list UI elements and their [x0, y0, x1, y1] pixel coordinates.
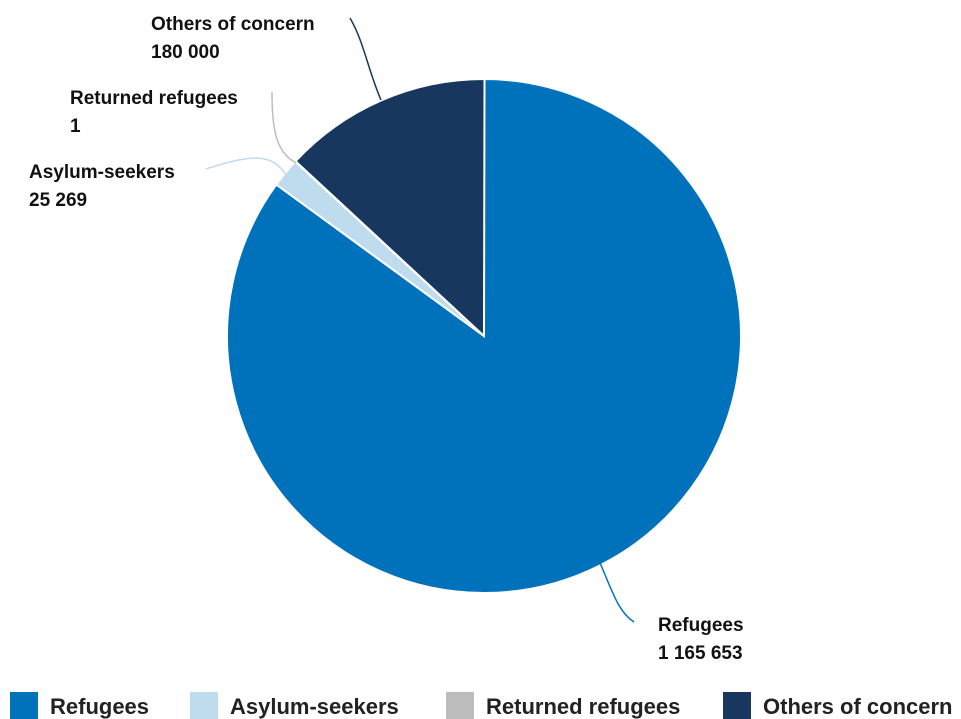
legend: Refugees Asylum-seekers Returned refugee… — [10, 692, 952, 719]
label-asylum-seekers-name: Asylum-seekers — [29, 162, 175, 183]
label-refugees-value: 1 165 653 — [658, 643, 743, 664]
legend-label-returned-refugees: Returned refugees — [486, 694, 680, 719]
legend-swatch-returned-refugees — [446, 692, 474, 719]
leader-line-others-of-concern — [349, 17, 382, 101]
legend-label-refugees: Refugees — [50, 694, 149, 719]
label-others-of-concern-value: 180 000 — [151, 42, 220, 63]
legend-swatch-others-of-concern — [723, 692, 751, 719]
pie-slice-others-of-concern — [294, 77, 486, 339]
label-others-of-concern-name: Others of concern — [151, 14, 315, 35]
pie-slices — [226, 77, 742, 594]
label-returned-refugees-name: Returned refugees — [70, 88, 238, 109]
legend-label-others-of-concern: Others of concern — [763, 694, 952, 719]
label-returned-refugees-value: 1 — [70, 116, 81, 137]
legend-label-asylum-seekers: Asylum-seekers — [230, 694, 399, 719]
legend-swatch-asylum-seekers — [190, 692, 218, 719]
label-asylum-seekers-value: 25 269 — [29, 190, 87, 211]
leader-line-returned-refugees — [271, 91, 297, 164]
leader-line-refugees — [599, 562, 635, 623]
leader-line-asylum-seekers — [205, 157, 287, 176]
label-refugees-name: Refugees — [658, 615, 744, 636]
legend-swatch-refugees — [10, 692, 38, 719]
